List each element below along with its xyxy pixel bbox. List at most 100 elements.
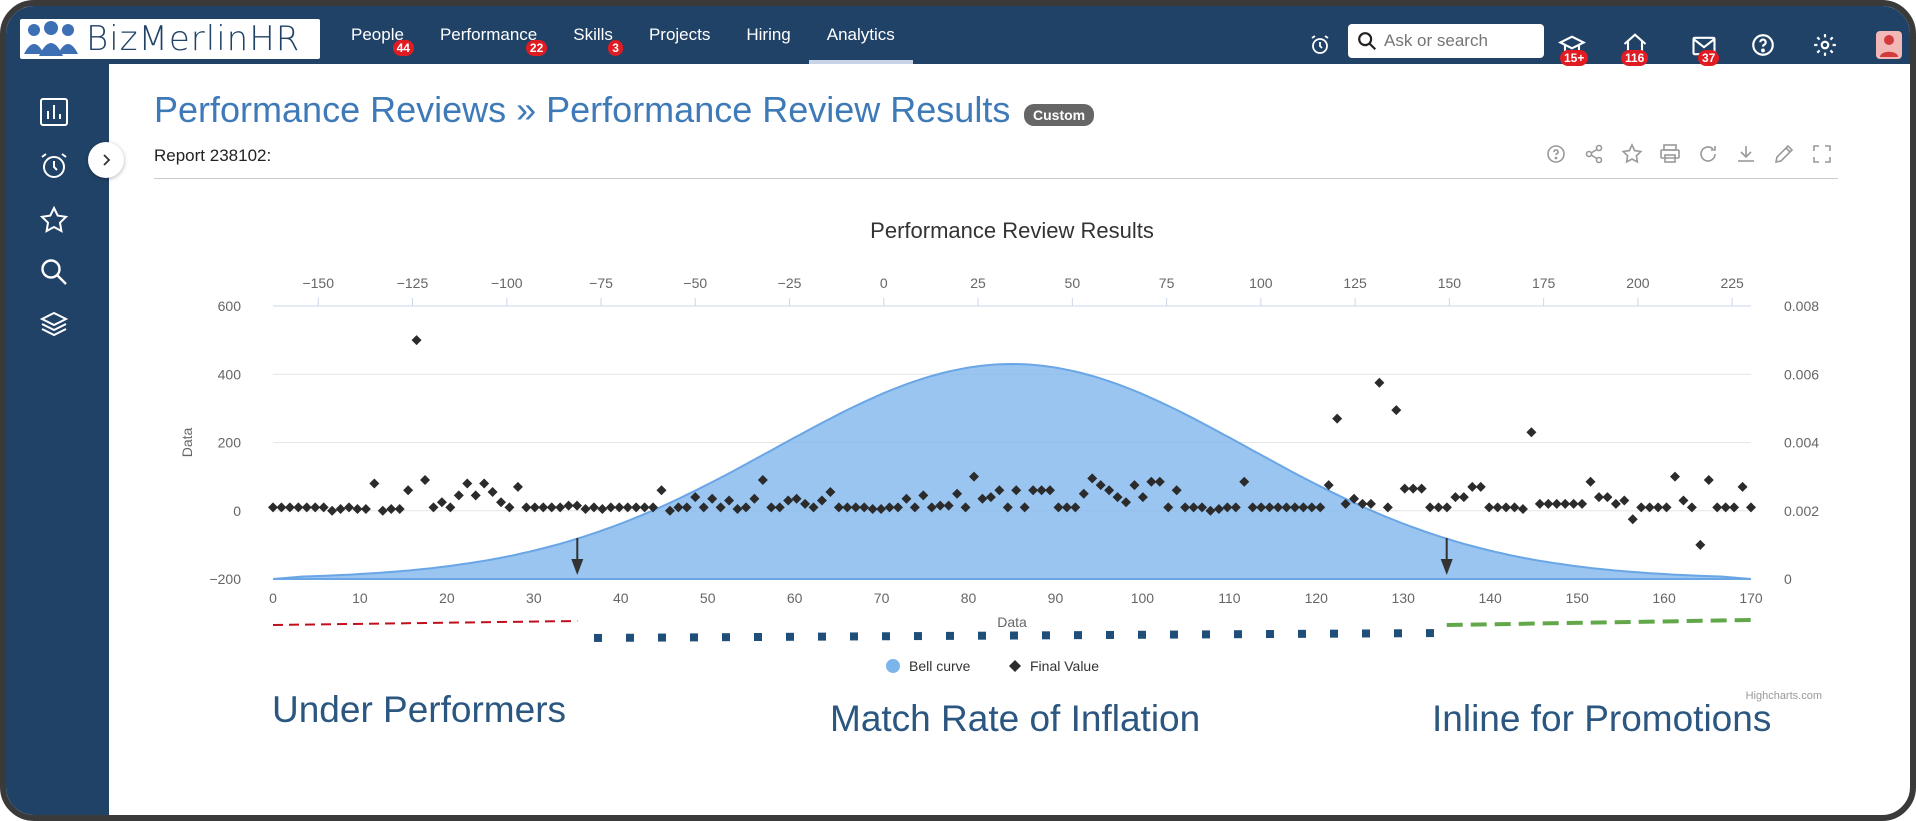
final-value-point bbox=[1188, 502, 1199, 513]
final-value-point bbox=[614, 502, 625, 513]
final-value-point bbox=[1619, 495, 1630, 506]
final-value-point bbox=[825, 486, 836, 497]
nav-analytics[interactable]: Analytics bbox=[808, 6, 913, 64]
edit-pencil-icon[interactable] bbox=[1772, 142, 1796, 166]
x-bottom-tick-label: 150 bbox=[1565, 590, 1589, 606]
final-value-point bbox=[1281, 502, 1292, 513]
star-icon[interactable] bbox=[1620, 142, 1644, 166]
y-right-tick-label: 0.002 bbox=[1784, 503, 1819, 519]
final-value-point bbox=[318, 502, 329, 513]
legend-bell-curve-marker bbox=[886, 659, 900, 673]
user-avatar-icon bbox=[1880, 35, 1898, 57]
final-value-point bbox=[1264, 502, 1275, 513]
x-bottom-tick-label: 160 bbox=[1652, 590, 1676, 606]
final-value-point bbox=[960, 502, 971, 513]
print-icon[interactable] bbox=[1658, 142, 1682, 166]
nav-people[interactable]: People 44 bbox=[333, 6, 422, 64]
final-value-point bbox=[740, 502, 751, 513]
mail-badge: 37 bbox=[1698, 50, 1720, 66]
star-icon[interactable] bbox=[38, 204, 70, 236]
final-value-point bbox=[1137, 492, 1148, 503]
final-value-point bbox=[884, 502, 895, 513]
final-value-point bbox=[335, 504, 346, 515]
reports-chart-icon[interactable] bbox=[38, 96, 70, 128]
search-icon[interactable] bbox=[38, 256, 70, 288]
zone-dot bbox=[1169, 630, 1178, 639]
search-box[interactable] bbox=[1348, 24, 1544, 58]
download-icon[interactable] bbox=[1734, 142, 1758, 166]
mail-notifications[interactable]: 37 bbox=[1690, 32, 1722, 66]
final-value-point bbox=[1593, 492, 1604, 503]
final-value-point bbox=[327, 505, 338, 516]
fullscreen-icon[interactable] bbox=[1810, 142, 1834, 166]
alarm-clock-icon[interactable] bbox=[38, 150, 70, 182]
final-value-point bbox=[268, 502, 278, 513]
x-bottom-tick-label: 10 bbox=[352, 590, 368, 606]
help-icon[interactable] bbox=[1544, 142, 1568, 166]
final-value-point bbox=[707, 493, 718, 504]
final-value-point bbox=[1484, 502, 1495, 513]
final-value-point bbox=[876, 504, 887, 515]
zone-dot bbox=[1009, 631, 1018, 640]
x-top-tick-label: 200 bbox=[1626, 275, 1650, 291]
x-bottom-tick-label: 40 bbox=[613, 590, 629, 606]
x-bottom-tick-label: 20 bbox=[439, 590, 455, 606]
nav-hiring-label: Hiring bbox=[746, 25, 791, 44]
help-icon[interactable] bbox=[1750, 32, 1776, 58]
final-value-point bbox=[816, 495, 827, 506]
final-value-point bbox=[774, 502, 785, 513]
final-value-point bbox=[690, 492, 701, 503]
learning-notifications[interactable]: 15+ bbox=[1557, 32, 1590, 66]
gear-icon[interactable] bbox=[1812, 32, 1838, 58]
app-logo[interactable]: BizMerlinHR bbox=[20, 19, 320, 59]
zone-dot bbox=[913, 632, 922, 641]
chart-credits: Highcharts.com bbox=[1746, 690, 1822, 702]
zone-dot bbox=[721, 633, 730, 642]
alarm-clock-icon[interactable] bbox=[1308, 33, 1332, 57]
top-navbar: BizMerlinHR People 44 Performance 22 Skill… bbox=[6, 6, 1910, 66]
final-value-point bbox=[732, 504, 743, 515]
final-value-point bbox=[403, 485, 414, 496]
x-bottom-tick-label: 130 bbox=[1392, 590, 1416, 606]
zone-dot bbox=[593, 633, 602, 642]
zone-dot bbox=[1233, 630, 1242, 639]
final-value-point bbox=[1568, 498, 1579, 509]
final-value-point bbox=[1045, 485, 1056, 496]
final-value-point bbox=[504, 502, 515, 513]
report-label: Report 238102: bbox=[154, 146, 272, 165]
x-top-tick-label: 175 bbox=[1532, 275, 1556, 291]
final-value-point bbox=[1467, 481, 1478, 492]
final-value-point bbox=[1213, 504, 1224, 515]
final-value-point bbox=[1686, 502, 1697, 513]
final-value-point bbox=[512, 481, 523, 492]
nav-skills-label: Skills bbox=[573, 25, 613, 44]
final-value-point bbox=[952, 488, 963, 499]
y-right-tick-label: 0.008 bbox=[1784, 298, 1819, 314]
final-value-point bbox=[1256, 502, 1267, 513]
avatar[interactable] bbox=[1876, 31, 1902, 59]
search-input[interactable] bbox=[1382, 30, 1536, 52]
refresh-icon[interactable] bbox=[1696, 142, 1720, 166]
x-bottom-tick-label: 100 bbox=[1131, 590, 1155, 606]
x-top-tick-label: −125 bbox=[397, 275, 429, 291]
final-value-point bbox=[1560, 498, 1571, 509]
layers-icon[interactable] bbox=[38, 308, 70, 340]
final-value-point bbox=[377, 505, 388, 516]
home-notifications[interactable]: 116 bbox=[1621, 30, 1653, 66]
final-value-point bbox=[1112, 492, 1123, 503]
sidebar-toggle-button[interactable] bbox=[88, 142, 124, 178]
nav-skills[interactable]: Skills 3 bbox=[555, 6, 631, 64]
nav-projects[interactable]: Projects bbox=[631, 6, 728, 64]
y-left-tick-label: 0 bbox=[233, 503, 241, 519]
share-icon[interactable] bbox=[1582, 142, 1606, 166]
nav-performance[interactable]: Performance 22 bbox=[422, 6, 555, 64]
nav-hiring[interactable]: Hiring bbox=[728, 6, 808, 64]
final-value-point bbox=[1425, 502, 1436, 513]
final-value-point bbox=[1028, 485, 1039, 496]
final-value-point bbox=[1492, 502, 1503, 513]
custom-tag: Custom bbox=[1024, 104, 1095, 126]
final-value-point bbox=[766, 502, 777, 513]
x-top-tick-label: −150 bbox=[302, 275, 334, 291]
final-value-point bbox=[1349, 493, 1360, 504]
label-under-performers: Under Performers bbox=[272, 689, 567, 730]
